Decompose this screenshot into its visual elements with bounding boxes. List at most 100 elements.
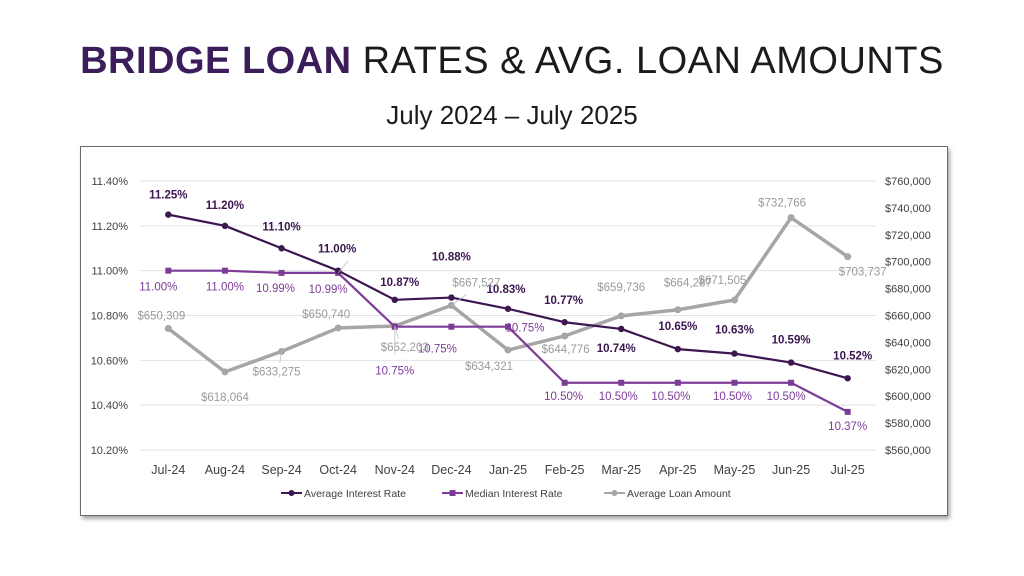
data-label-average-loan-amount: $652,203 xyxy=(381,342,429,354)
point-average-interest-rate xyxy=(448,294,455,301)
data-label-average-loan-amount: $667,527 xyxy=(452,277,500,289)
y-right-tick-label: $560,000 xyxy=(885,445,931,457)
x-tick-label: Jul-25 xyxy=(831,463,865,477)
data-label-average-interest-rate: 11.20% xyxy=(206,200,244,212)
data-label-median-interest-rate: 10.50% xyxy=(651,391,690,403)
point-median-interest-rate xyxy=(448,323,455,330)
title-rest: RATES & AVG. LOAN AMOUNTS xyxy=(351,40,944,82)
point-median-interest-rate xyxy=(674,379,681,386)
y-left-tick-label: 11.20% xyxy=(92,221,129,233)
point-median-interest-rate xyxy=(221,267,228,274)
data-label-average-loan-amount: $644,776 xyxy=(542,344,590,356)
point-average-interest-rate xyxy=(618,325,625,333)
data-label-average-loan-amount: $633,275 xyxy=(253,366,301,378)
point-average-interest-rate xyxy=(278,245,285,252)
point-median-interest-rate xyxy=(561,379,568,386)
x-tick-label: Apr-25 xyxy=(659,463,697,477)
point-average-interest-rate xyxy=(561,319,568,326)
point-median-interest-rate xyxy=(731,379,738,386)
point-average-interest-rate xyxy=(731,350,738,357)
y-left-tick-label: 10.60% xyxy=(91,355,129,367)
point-average-interest-rate xyxy=(844,375,851,382)
data-label-median-interest-rate: 10.75% xyxy=(505,323,544,335)
data-label-median-interest-rate: 10.50% xyxy=(767,391,806,403)
data-label-median-interest-rate: 10.75% xyxy=(418,344,457,356)
data-label-median-interest-rate: 10.37% xyxy=(828,421,867,433)
legend-median-interest-rate-marker xyxy=(449,490,456,496)
data-label-median-interest-rate: 10.99% xyxy=(309,284,348,296)
data-label-median-interest-rate: 10.50% xyxy=(599,391,638,403)
data-label-average-interest-rate: 10.63% xyxy=(715,325,754,337)
data-label-average-loan-amount: $618,064 xyxy=(201,392,250,404)
chart-frame xyxy=(80,146,948,516)
leader-line xyxy=(451,294,467,306)
leader-line xyxy=(394,325,399,339)
data-label-average-interest-rate: 10.65% xyxy=(658,321,697,333)
x-tick-label: May-25 xyxy=(714,463,756,477)
data-label-average-interest-rate: 10.88% xyxy=(432,252,471,264)
y-right-tick-label: $620,000 xyxy=(885,364,931,376)
legend-average-loan-amount-label: Average Loan Amount xyxy=(627,488,731,500)
point-average-loan-amount xyxy=(787,214,795,222)
data-label-average-interest-rate: 10.59% xyxy=(772,335,811,347)
y-right-tick-label: $700,000 xyxy=(885,257,931,269)
data-label-average-loan-amount: $659,736 xyxy=(597,282,645,294)
data-label-average-interest-rate: 10.77% xyxy=(544,295,583,307)
data-label-median-interest-rate: 10.50% xyxy=(544,391,583,403)
point-average-interest-rate xyxy=(221,222,229,230)
data-label-average-loan-amount: $732,766 xyxy=(758,198,806,210)
x-tick-label: Nov-24 xyxy=(375,463,415,477)
y-left-tick-label: 11.40% xyxy=(92,176,129,188)
data-label-average-interest-rate: 10.87% xyxy=(380,277,419,289)
data-label-average-loan-amount: $671,505 xyxy=(698,275,746,287)
point-median-interest-rate xyxy=(278,269,285,276)
leader-line xyxy=(279,351,282,364)
y-right-tick-label: $660,000 xyxy=(885,311,931,323)
legend-average-interest-rate-label: Average Interest Rate xyxy=(304,488,406,500)
data-label-average-interest-rate: 11.00% xyxy=(318,244,356,256)
x-tick-label: Mar-25 xyxy=(601,463,641,477)
x-tick-label: Jan-25 xyxy=(489,463,527,477)
data-label-average-interest-rate: 10.74% xyxy=(597,343,636,355)
x-tick-label: Jul-24 xyxy=(151,463,185,477)
data-label-average-loan-amount: $664,287 xyxy=(664,278,712,290)
data-label-median-interest-rate: 11.00% xyxy=(206,282,244,294)
point-median-interest-rate xyxy=(788,379,795,386)
point-median-interest-rate xyxy=(618,379,625,386)
x-tick-label: Sep-24 xyxy=(261,463,301,477)
point-median-interest-rate xyxy=(165,267,172,274)
data-label-average-interest-rate: 10.83% xyxy=(486,284,525,296)
data-label-average-interest-rate: 10.52% xyxy=(833,350,872,362)
page-subtitle: July 2024 – July 2025 xyxy=(386,100,638,130)
point-average-loan-amount xyxy=(844,253,852,261)
point-average-loan-amount xyxy=(730,296,738,304)
data-label-median-interest-rate: 11.00% xyxy=(139,282,177,294)
x-tick-label: Aug-24 xyxy=(205,463,245,477)
data-label-average-interest-rate: 11.25% xyxy=(149,190,187,202)
data-label-median-interest-rate: 10.99% xyxy=(256,283,295,295)
legend-median-interest-rate-label: Median Interest Rate xyxy=(465,488,563,500)
point-median-interest-rate xyxy=(505,323,511,330)
point-median-interest-rate xyxy=(844,408,851,415)
title-bold: BRIDGE LOAN xyxy=(80,40,352,82)
x-tick-label: Oct-24 xyxy=(319,463,357,477)
point-average-interest-rate xyxy=(165,211,172,218)
leader-line xyxy=(337,260,349,274)
point-average-interest-rate xyxy=(787,359,795,366)
point-average-loan-amount xyxy=(617,312,625,320)
data-label-average-loan-amount: $703,737 xyxy=(839,267,887,279)
y-left-tick-label: 10.20% xyxy=(91,445,129,457)
point-average-interest-rate xyxy=(504,305,512,312)
legend-average-interest-rate-marker xyxy=(288,490,295,496)
data-label-average-interest-rate: 11.10% xyxy=(262,221,300,233)
point-average-loan-amount xyxy=(164,325,172,333)
y-right-tick-label: $720,000 xyxy=(885,230,931,242)
point-average-interest-rate xyxy=(334,267,342,274)
legend-average-loan-amount-marker xyxy=(611,490,618,496)
data-label-average-loan-amount: $634,321 xyxy=(465,361,513,373)
y-right-tick-label: $640,000 xyxy=(885,337,931,349)
x-tick-label: Jun-25 xyxy=(772,463,810,477)
data-label-average-loan-amount: $650,740 xyxy=(302,309,350,321)
point-average-interest-rate xyxy=(391,296,398,304)
